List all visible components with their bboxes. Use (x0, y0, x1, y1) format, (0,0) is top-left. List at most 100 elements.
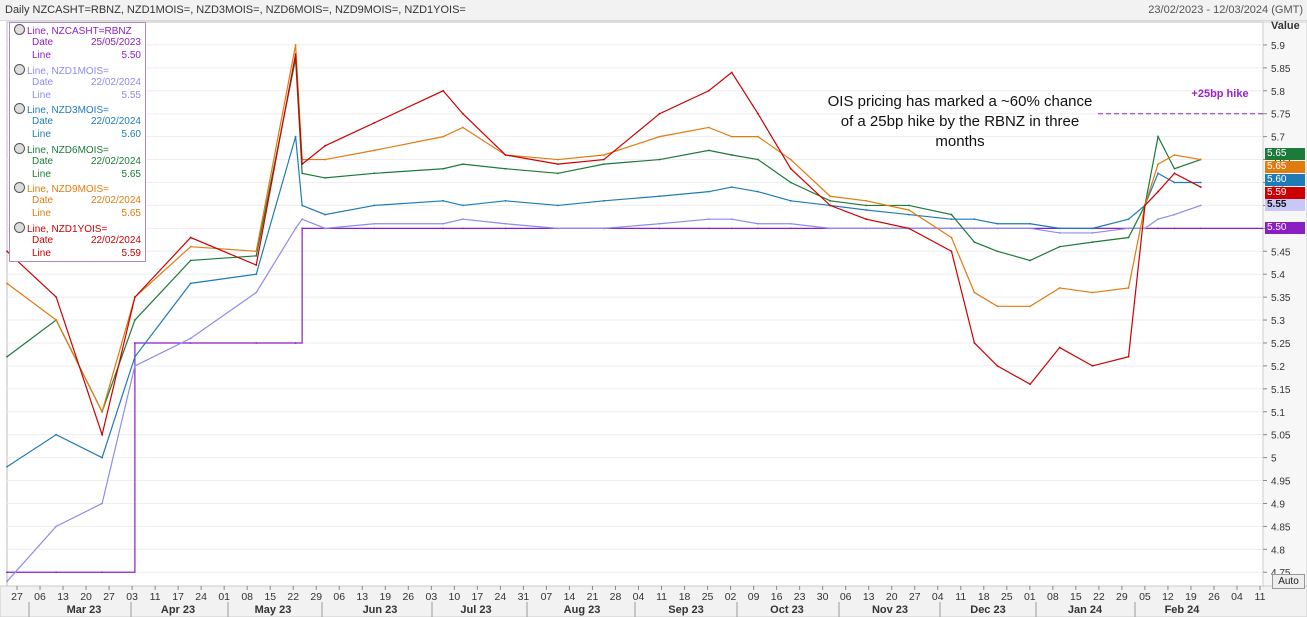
data-point (504, 154, 507, 156)
legend-row-value: 22/02/2024 (90, 155, 141, 167)
legend-series-name: Line, NZD1MOIS= (27, 65, 109, 77)
data-point (6, 282, 8, 285)
data-point (789, 199, 792, 202)
legend-row: Date 22/02/2024 (14, 116, 141, 128)
data-point (757, 227, 759, 230)
data-point (442, 222, 445, 225)
data-point (189, 245, 192, 248)
series-toggle-icon[interactable] (14, 24, 25, 35)
x-month-label: Nov 23 (872, 604, 908, 616)
legend-row: Line 5.65 (14, 169, 141, 181)
legend-row: Line 5.60 (14, 129, 141, 141)
last-value-badge: 5.65 (1265, 147, 1305, 160)
legend-row: Date 22/02/2024 (14, 156, 141, 168)
y-tick-label: 5.3 (1271, 316, 1285, 327)
y-tick-label: 5.1 (1271, 408, 1285, 419)
x-day-label: 16 (771, 591, 783, 603)
series-toggle-icon[interactable] (14, 63, 25, 75)
data-point (996, 222, 999, 225)
data-point (6, 250, 8, 253)
series-toggle-icon[interactable] (14, 221, 25, 233)
data-point (950, 227, 953, 230)
data-point (730, 218, 733, 221)
hike-reference-label: +25bp hike (1191, 88, 1249, 100)
data-point (1157, 163, 1159, 166)
data-point (730, 186, 733, 188)
last-value-badge: 5.55 (1265, 199, 1305, 212)
data-point (1199, 158, 1202, 161)
series-toggle-icon[interactable] (14, 182, 25, 193)
data-point (1091, 241, 1094, 243)
x-day-label: 19 (379, 591, 391, 603)
x-day-label: 01 (218, 591, 230, 603)
legend-row-value: 5.55 (121, 89, 141, 101)
y-tick-label: 5 (1271, 454, 1277, 465)
data-point (1058, 227, 1061, 230)
series-toggle-icon[interactable] (14, 103, 25, 114)
data-point (1029, 222, 1032, 225)
legend-row: Date 22/02/2024 (14, 195, 141, 207)
data-point (730, 227, 733, 230)
y-tick-label: 5.05 (1271, 431, 1291, 442)
series-line-nzd1mois- (6, 204, 1201, 582)
series-toggle-icon[interactable] (14, 142, 25, 154)
auto-scale-button[interactable]: Auto (1272, 574, 1305, 589)
data-point (461, 112, 464, 115)
data-point (865, 199, 868, 202)
data-point (373, 121, 376, 124)
date-range: 23/02/2023 - 12/03/2024 (GMT) (1148, 4, 1303, 16)
y-tick-label: 4.9 (1271, 499, 1285, 510)
data-point (133, 319, 136, 321)
data-point (557, 227, 559, 230)
data-point (1127, 355, 1130, 358)
legend-entry[interactable]: Line, NZD3MOIS= Date 22/02/2024 Line 5.60 (10, 102, 145, 142)
legend-entry[interactable]: Line, NZD9MOIS= Date 22/02/2024 Line 5.65 (10, 181, 145, 221)
legend-entry[interactable]: Line, NZD1YOIS= Date 22/02/2024 Line 5.59 (10, 221, 145, 261)
x-day-label: 22 (1093, 591, 1105, 603)
legend-entry[interactable]: Line, NZD1MOIS= Date 22/02/2024 Line 5.55 (10, 63, 145, 103)
legend-row: Date 25/05/2023 (14, 37, 141, 49)
x-day-label: 19 (1185, 591, 1197, 603)
x-day-label: 13 (863, 591, 875, 603)
data-point (133, 355, 136, 358)
data-point (602, 199, 605, 202)
data-point (658, 195, 661, 198)
data-point (707, 190, 710, 193)
data-point (730, 135, 733, 138)
data-point (1058, 245, 1061, 248)
x-day-label: 06 (840, 591, 852, 603)
legend-row-value: 5.65 (121, 208, 141, 219)
legend-row-label: Line (32, 208, 51, 219)
data-point (101, 456, 104, 459)
data-point (442, 135, 445, 138)
data-point (133, 296, 136, 299)
legend-entry-head: Line, NZD1MOIS= (14, 63, 109, 77)
data-point (1127, 218, 1130, 221)
last-value-badge: 5.60 (1265, 173, 1305, 186)
y-tick-label: 5.75 (1271, 110, 1291, 121)
legend-entry[interactable]: Line, NZCASHT=RBNZ Date 25/05/2023 Line 5.50 (10, 23, 145, 63)
x-day-label: 07 (541, 591, 553, 603)
legend-entry[interactable]: Line, NZD6MOIS= Date 22/02/2024 Line 5.65 (10, 142, 145, 182)
legend-row-label: Date (32, 37, 54, 48)
x-day-label: 08 (241, 591, 253, 603)
y-tick-label: 5.45 (1271, 247, 1291, 258)
y-tick-label: 5.15 (1271, 385, 1291, 396)
data-point (996, 227, 999, 230)
x-day-label: 13 (356, 591, 368, 603)
data-point (907, 227, 910, 230)
data-point (1127, 287, 1130, 289)
legend-row-value: 5.59 (121, 247, 141, 259)
x-day-label: 10 (449, 591, 461, 603)
data-point (189, 337, 192, 340)
data-point (6, 580, 8, 583)
data-point (1157, 190, 1159, 193)
legend-row-label: Date (32, 155, 54, 167)
x-day-label: 11 (955, 591, 966, 603)
data-point (1173, 181, 1176, 184)
data-point (301, 172, 304, 175)
y-tick-label: 5.9 (1271, 41, 1285, 52)
x-day-label: 04 (1231, 591, 1243, 603)
x-day-label: 11 (1255, 591, 1266, 603)
legend-entry-head: Line, NZD9MOIS= (14, 182, 109, 195)
